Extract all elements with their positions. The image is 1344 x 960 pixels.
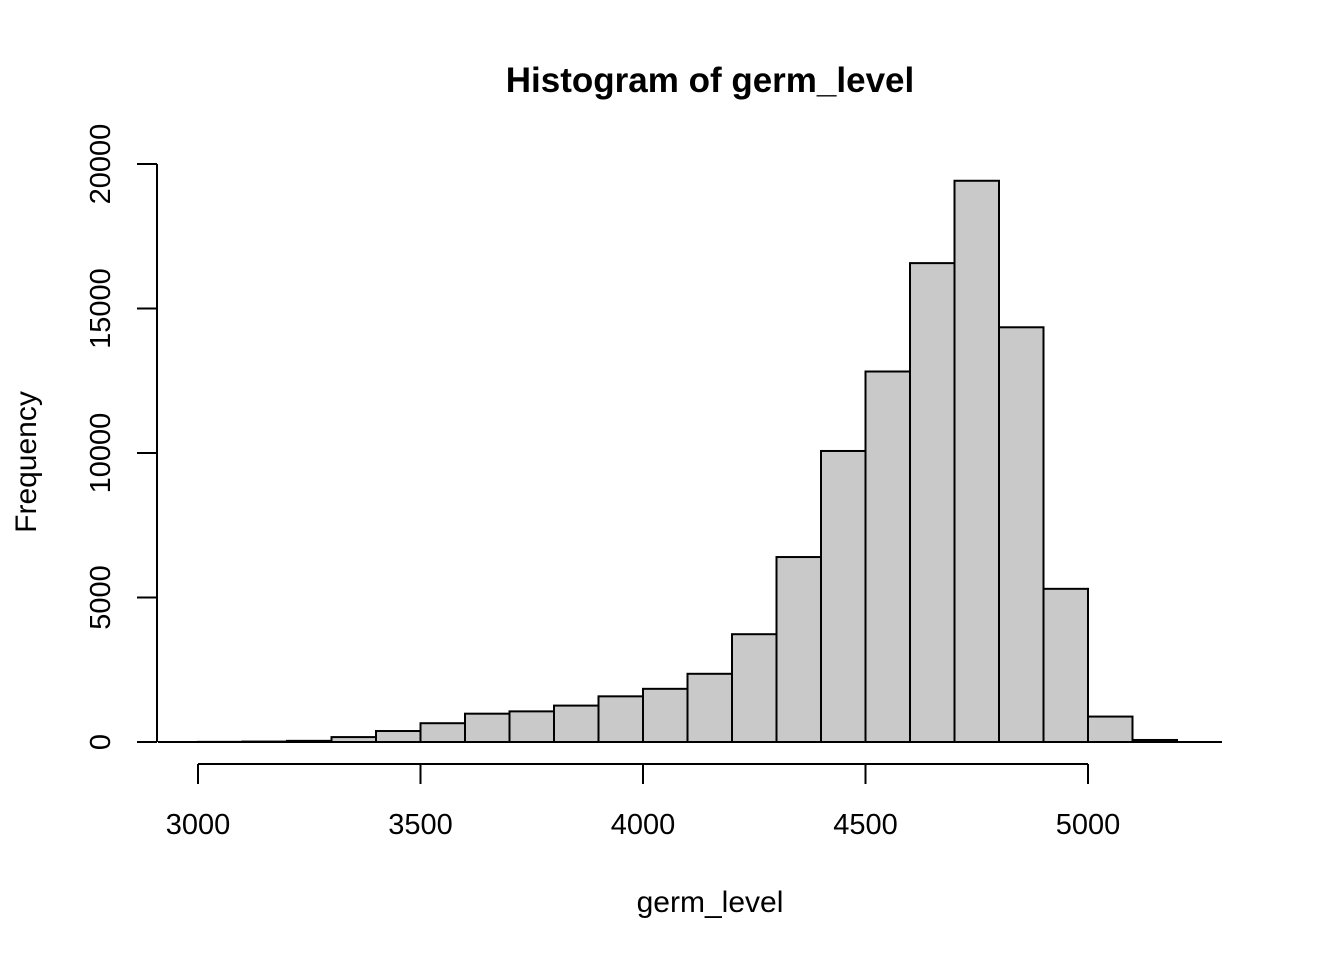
histogram-bar [1042,587,1089,744]
x-axis: 3000 3500 4000 4500 5000 [166,763,1121,841]
y-tick-label: 20000 [85,124,117,205]
x-axis-label: germ_level [637,886,784,919]
x-tick-label: 3000 [166,809,231,841]
histogram-bar [953,179,1000,743]
y-tick-label: 0 [85,734,117,750]
histogram-bar [775,556,822,743]
x-tick-label: 4000 [611,809,676,841]
histogram-bar [686,672,733,744]
y-axis-label: Frequency [10,391,43,533]
x-tick-label: 4500 [833,809,898,841]
histogram-bar [642,687,689,743]
histogram-bar [375,730,422,744]
histogram-bar [864,370,911,743]
x-tick-label: 5000 [1056,809,1121,841]
chart-title: Histogram of germ_level [506,61,914,100]
histogram-bar [731,633,778,743]
histogram-bar [464,712,511,743]
y-tick-label: 15000 [85,268,117,349]
histogram-bar [597,695,644,744]
histogram-bar [508,710,555,744]
histogram-bar [820,449,867,743]
x-tick-label: 3500 [388,809,453,841]
y-axis: 0 5000 10000 15000 20000 [85,124,158,750]
y-tick-label: 10000 [85,413,117,494]
histogram-bar [553,704,600,743]
bars-group [158,179,1222,744]
histogram-bar [1087,715,1134,743]
y-tick-label: 5000 [85,565,117,630]
histogram-bar [998,326,1045,743]
histogram-bar [419,722,466,744]
histogram-bar [909,262,956,743]
